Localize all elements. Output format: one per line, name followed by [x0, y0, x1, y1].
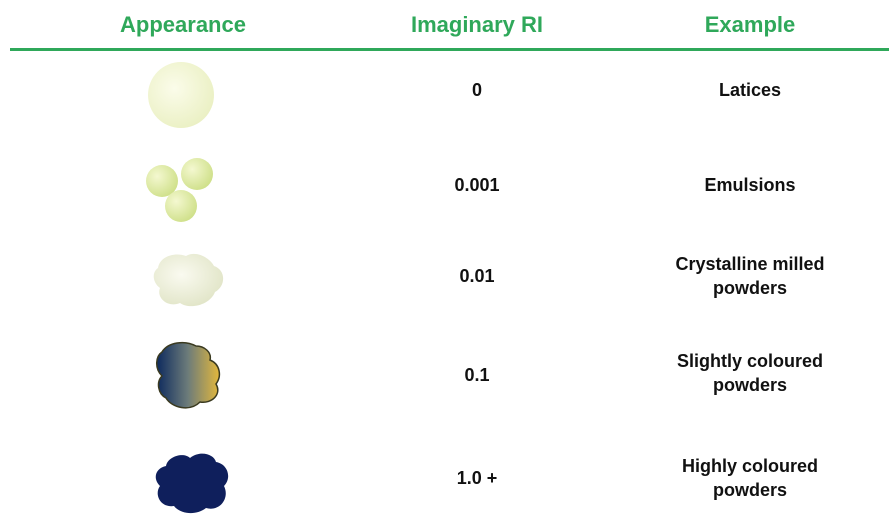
example: Highly coloured powders [681, 456, 818, 500]
ri-value: 0.001 [454, 175, 500, 195]
latex-particle [148, 62, 214, 128]
column-header: Imaginary RI [410, 12, 544, 37]
ri-value: 0 [471, 80, 482, 100]
example: Latices [718, 80, 782, 100]
crystalline-particle [153, 253, 224, 307]
dark-particle [155, 453, 229, 514]
column-header: Appearance [120, 12, 246, 37]
header-rule [10, 48, 889, 51]
ri-value: 0.01 [459, 266, 495, 286]
ri-value: 0.1 [464, 365, 490, 385]
ri-value: 1.0 + [456, 468, 498, 488]
column-header: Example [704, 12, 796, 37]
emulsion-droplets [146, 158, 213, 222]
example: Crystalline milled powders [675, 254, 825, 298]
example: Emulsions [704, 175, 796, 195]
coloured-particle [156, 341, 221, 409]
example: Slightly coloured powders [676, 351, 823, 395]
